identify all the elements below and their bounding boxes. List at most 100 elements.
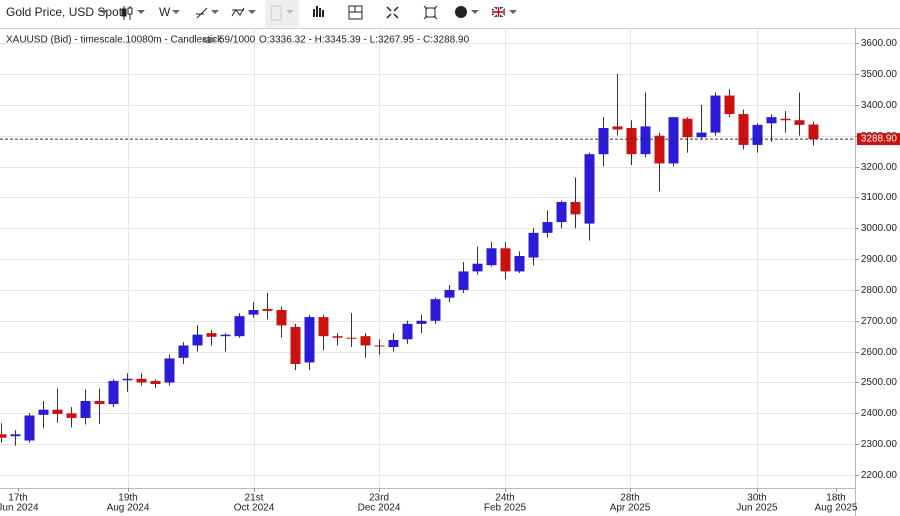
y-tick-label: 2200.00 — [861, 470, 898, 481]
candle-body — [696, 132, 707, 138]
x-tick-label: 23rd — [369, 493, 389, 504]
x-tick-label: Oct 2024 — [234, 503, 275, 514]
indicator-button[interactable] — [231, 7, 256, 17]
interval-select[interactable]: W — [159, 5, 171, 19]
layout-button[interactable] — [348, 5, 363, 20]
candle-body — [220, 334, 231, 337]
candle-body — [346, 337, 357, 339]
candle-body — [248, 309, 259, 315]
theme-button[interactable] — [455, 6, 479, 18]
candle-body — [38, 409, 49, 415]
x-tick-label: 28th — [620, 493, 639, 504]
x-tick-label: Feb 2025 — [484, 503, 527, 514]
last-price-tag — [857, 133, 900, 146]
candle-body — [304, 317, 315, 363]
candle-body — [640, 126, 651, 155]
candle-body — [150, 380, 161, 385]
candle-body — [668, 117, 679, 164]
visibility-icon-pupil — [207, 38, 211, 42]
candle-body — [500, 248, 511, 272]
chart-type-button[interactable] — [121, 6, 145, 20]
candle-body — [808, 124, 819, 140]
candle-body — [0, 434, 7, 438]
candle-body — [94, 400, 105, 405]
x-tick-label: Dec 2024 — [358, 503, 401, 514]
x-tick-label: Apr 2025 — [610, 503, 651, 514]
candle-body — [710, 95, 721, 133]
candle-body — [318, 317, 329, 337]
candle-body — [206, 333, 217, 337]
candle-body — [52, 409, 63, 414]
x-tick-label: 18th — [826, 493, 845, 504]
disabled-button — [265, 0, 299, 27]
candle-body — [752, 124, 763, 145]
info-bar: XAUUSD (Bid) - timescale.10080m - Candle… — [6, 35, 470, 46]
volume-button[interactable] — [313, 6, 324, 17]
candle-body — [542, 222, 553, 233]
bar-count: 59/1000 — [219, 35, 256, 46]
candle-body — [374, 345, 385, 347]
candle-body — [458, 271, 469, 290]
candle-body — [430, 299, 441, 321]
candle-body — [234, 316, 245, 337]
x-tick-label: Aug 2024 — [107, 503, 150, 514]
x-tick-label: 30th — [747, 493, 766, 504]
x-tick-label: 24th — [495, 493, 514, 504]
visibility-icon[interactable] — [202, 37, 216, 43]
y-tick-label: 2600.00 — [861, 347, 898, 358]
candle-body — [612, 126, 623, 130]
candle-body — [290, 326, 301, 364]
y-tick-label: 2500.00 — [861, 377, 898, 388]
candle-body — [136, 378, 147, 383]
candle-body — [794, 120, 805, 125]
x-tick-label: 21st — [245, 493, 264, 504]
candle-body — [486, 248, 497, 266]
x-tick-label: Jun 2024 — [0, 503, 39, 514]
candle-body — [80, 400, 91, 418]
zoom-button[interactable] — [423, 5, 438, 20]
candle-body — [192, 334, 203, 346]
draw-tool-button[interactable] — [196, 7, 219, 19]
y-tick-label: 3500.00 — [861, 69, 898, 80]
x-tick-label: Jun 2025 — [736, 503, 778, 514]
candle-body — [654, 135, 665, 164]
candle-body — [724, 95, 735, 115]
candle-body — [178, 345, 189, 358]
y-tick-label: 2300.00 — [861, 439, 898, 450]
last-price-label: 3288.90 — [861, 134, 898, 145]
candle-body — [570, 202, 581, 215]
candle-body — [66, 413, 77, 418]
chart-info: XAUUSD (Bid) - timescale.10080m - Candle… — [6, 35, 223, 46]
fullscreen-button[interactable] — [386, 6, 399, 19]
candle-body — [682, 118, 693, 138]
y-tick-label: 2700.00 — [861, 316, 898, 327]
candle-body — [626, 127, 637, 155]
candle-body — [472, 263, 483, 272]
instrument-select[interactable]: Gold Price, USD Spot — [6, 5, 123, 19]
dropdown-arrow[interactable] — [100, 10, 108, 14]
candle-body — [528, 232, 539, 258]
candle-body — [416, 320, 427, 324]
y-tick-label: 3000.00 — [861, 223, 898, 234]
candle-body — [444, 289, 455, 298]
x-tick-label: 17th — [8, 493, 27, 504]
candle-body — [738, 114, 749, 145]
candle-body — [276, 309, 287, 326]
candle-body — [360, 336, 371, 346]
candle-body — [766, 117, 777, 124]
candle-body — [164, 358, 175, 383]
candle-body — [556, 202, 567, 223]
language-button[interactable] — [491, 6, 517, 18]
candle-body — [10, 434, 21, 437]
candle-body — [262, 309, 273, 311]
toolbar — [0, 0, 900, 28]
y-tick-label: 2400.00 — [861, 408, 898, 419]
candle-body — [332, 336, 343, 338]
dropdown-arrow[interactable] — [172, 10, 180, 14]
ohlc-readout: O:3336.32 - H:3345.39 - L:3267.95 - C:32… — [259, 35, 470, 46]
y-tick-label: 3100.00 — [861, 192, 898, 203]
candle-body — [514, 255, 525, 272]
y-tick-label: 3200.00 — [861, 162, 898, 173]
